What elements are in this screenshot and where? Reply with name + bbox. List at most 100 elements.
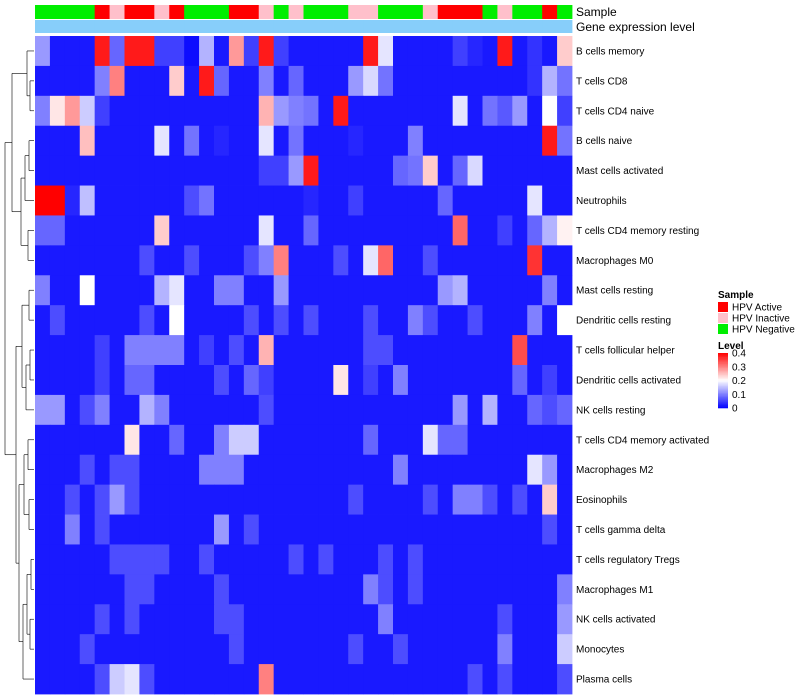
heatmap-cell bbox=[79, 394, 96, 426]
heatmap-cell bbox=[243, 424, 260, 456]
heatmap-cell bbox=[124, 484, 140, 515]
legend-colorbar-segment bbox=[718, 383, 728, 385]
heatmap-cell bbox=[557, 65, 573, 97]
gene-expression-annotation-cell bbox=[422, 20, 439, 33]
heatmap-cell bbox=[79, 574, 96, 605]
heatmap-cell bbox=[243, 574, 260, 605]
heatmap-cell bbox=[124, 424, 140, 456]
legend-colorbar-segment bbox=[718, 361, 728, 363]
heatmap-cell bbox=[497, 394, 513, 426]
heatmap-cell bbox=[557, 424, 573, 456]
heatmap-cell bbox=[452, 335, 468, 366]
heatmap-cell bbox=[527, 155, 543, 186]
heatmap-cell bbox=[154, 185, 170, 216]
heatmap-cell bbox=[422, 454, 439, 486]
legend-colorbar-segment bbox=[718, 390, 728, 392]
heatmap-cell bbox=[288, 634, 304, 665]
legend-colorbar-segment bbox=[718, 359, 728, 362]
heatmap-cell bbox=[378, 574, 394, 605]
heatmap-cell bbox=[49, 454, 66, 486]
heatmap-cell bbox=[363, 275, 379, 306]
heatmap-cell bbox=[422, 275, 439, 306]
heatmap-cell bbox=[154, 245, 170, 276]
heatmap-cell bbox=[527, 574, 543, 605]
heatmap-cell bbox=[169, 36, 185, 67]
heatmap-cell bbox=[35, 185, 51, 216]
heatmap-cell bbox=[184, 155, 200, 186]
heatmap-cell bbox=[467, 36, 483, 67]
gene-expression-annotation-cell bbox=[169, 20, 185, 33]
legend-colorbar-segment bbox=[718, 354, 728, 357]
heatmap-cell bbox=[452, 155, 468, 186]
heatmap-cell bbox=[303, 544, 319, 575]
legend-colorbar-segment bbox=[718, 372, 728, 374]
heatmap-cell bbox=[482, 424, 498, 456]
heatmap-cell bbox=[437, 275, 454, 306]
heatmap-cell bbox=[303, 155, 319, 186]
sample-annotation-cell bbox=[124, 5, 140, 19]
heatmap-cell bbox=[35, 125, 51, 157]
heatmap-cell bbox=[49, 335, 66, 366]
heatmap-cell bbox=[527, 125, 543, 157]
legend-colorbar-segment bbox=[718, 395, 728, 398]
heatmap-cell bbox=[378, 335, 394, 366]
heatmap-cell bbox=[437, 634, 454, 665]
heatmap-cell bbox=[512, 574, 528, 605]
heatmap-cell bbox=[199, 365, 215, 396]
heatmap-cell bbox=[124, 275, 140, 306]
heatmap-cell bbox=[258, 365, 275, 396]
heatmap-cell bbox=[512, 36, 528, 67]
heatmap-cell bbox=[124, 365, 140, 396]
heatmap-cell bbox=[228, 574, 245, 605]
gene-expression-annotation-cell bbox=[258, 20, 275, 33]
sample-annotation-cell bbox=[497, 5, 513, 19]
heatmap-cell bbox=[64, 574, 81, 605]
heatmap-cell bbox=[303, 36, 319, 67]
gene-expression-annotation-cell bbox=[557, 20, 573, 33]
legend-sample-title: Sample bbox=[718, 290, 754, 301]
legend-colorbar-segment bbox=[718, 366, 728, 369]
sample-annotation-cell bbox=[363, 5, 379, 19]
heatmap-cell bbox=[348, 155, 364, 186]
heatmap-cell bbox=[303, 574, 319, 605]
heatmap-cell bbox=[64, 305, 81, 336]
heatmap-cell bbox=[467, 65, 483, 97]
heatmap-cell bbox=[303, 484, 319, 515]
heatmap-cell bbox=[35, 394, 51, 426]
heatmap-cell bbox=[35, 634, 51, 665]
heatmap-cell bbox=[184, 454, 200, 486]
heatmap-cell bbox=[422, 335, 439, 366]
heatmap-cell bbox=[64, 125, 81, 157]
heatmap-cell bbox=[273, 125, 289, 157]
legend-level-tick-label: 0.3 bbox=[732, 362, 746, 373]
heatmap-cell bbox=[512, 95, 528, 127]
heatmap-cell bbox=[243, 275, 260, 306]
heatmap-cell bbox=[154, 604, 170, 635]
heatmap-cell bbox=[333, 484, 349, 515]
heatmap-cell bbox=[64, 394, 81, 426]
heatmap-cell bbox=[467, 574, 483, 605]
gene-expression-annotation-cell bbox=[407, 20, 424, 33]
heatmap-cell bbox=[333, 365, 349, 396]
heatmap-cell bbox=[214, 95, 230, 127]
heatmap-cell bbox=[243, 454, 260, 486]
heatmap-cell bbox=[437, 574, 454, 605]
heatmap-cell bbox=[154, 275, 170, 306]
heatmap-cell bbox=[228, 215, 245, 246]
heatmap-cell bbox=[64, 65, 81, 97]
heatmap-cell bbox=[35, 275, 51, 306]
heatmap-cell bbox=[258, 394, 275, 426]
heatmap-cell bbox=[35, 36, 51, 67]
row-label: Mast cells resting bbox=[576, 286, 653, 297]
sample-annotation-cell bbox=[557, 5, 573, 19]
heatmap-cell bbox=[243, 604, 260, 635]
heatmap-cell bbox=[348, 634, 364, 665]
heatmap-cell bbox=[228, 36, 245, 67]
heatmap-cell bbox=[557, 36, 573, 67]
heatmap-cell bbox=[169, 634, 185, 665]
heatmap-cell bbox=[557, 544, 573, 575]
heatmap-cell bbox=[527, 544, 543, 575]
sample-annotation-cell bbox=[527, 5, 543, 19]
heatmap-cell bbox=[139, 215, 155, 246]
sample-annotation-cell bbox=[154, 5, 170, 19]
